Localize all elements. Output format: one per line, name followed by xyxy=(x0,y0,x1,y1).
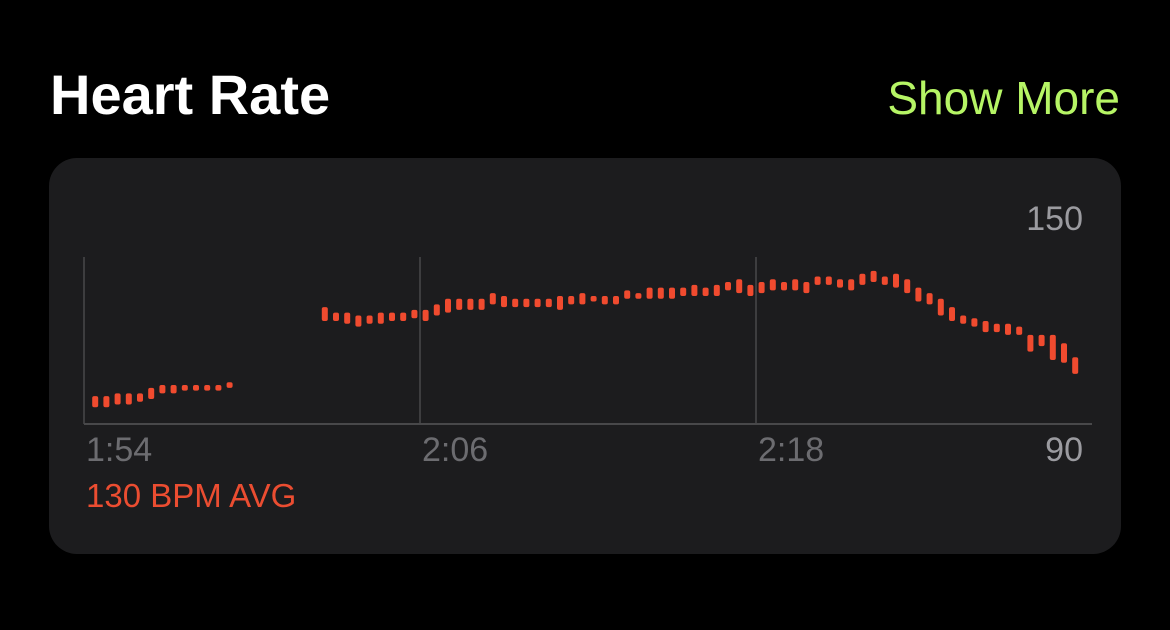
x-tick-label: 2:06 xyxy=(422,431,488,469)
heart-rate-range xyxy=(478,298,485,310)
heart-rate-range xyxy=(915,287,922,302)
heart-rate-range xyxy=(848,279,855,291)
heart-rate-range xyxy=(1005,323,1011,335)
heart-rate-range xyxy=(557,295,563,310)
heart-rate-range xyxy=(1027,334,1034,352)
heart-rate-range xyxy=(125,393,132,405)
heart-rate-range xyxy=(1061,343,1067,363)
heart-rate-range xyxy=(445,298,451,313)
heart-rate-range xyxy=(960,315,967,324)
heart-rate-range xyxy=(803,282,810,294)
heart-rate-range xyxy=(713,284,720,296)
heart-rate-range xyxy=(512,298,519,308)
chart-card xyxy=(49,158,1121,554)
heart-rate-range xyxy=(411,309,418,319)
section-title: Heart Rate xyxy=(50,63,330,126)
heart-rate-range xyxy=(624,290,631,299)
heart-rate-range xyxy=(859,273,866,285)
heart-rate-range xyxy=(467,298,474,310)
heart-rate-range xyxy=(1072,357,1079,374)
y-tick-label: 90 xyxy=(1045,431,1083,469)
heart-rate-range xyxy=(669,287,675,299)
heart-rate-range xyxy=(1049,334,1056,360)
heart-rate-range xyxy=(825,276,832,285)
average-label: 130 BPM AVG xyxy=(86,477,296,514)
heart-rate-range xyxy=(568,295,575,305)
heart-rate-range xyxy=(747,284,754,296)
heart-rate-range xyxy=(635,293,642,299)
heart-rate-range xyxy=(893,273,899,288)
heart-rate-range xyxy=(204,385,211,391)
heart-rate-range xyxy=(456,298,463,310)
heart-rate-range xyxy=(422,309,429,322)
heart-rate-range xyxy=(534,298,541,308)
heart-rate-range xyxy=(937,298,944,316)
heart-rate-range xyxy=(433,304,440,316)
heart-rate-range xyxy=(215,385,222,391)
heart-rate-range xyxy=(881,276,888,285)
heart-rate-range xyxy=(545,298,552,308)
heart-rate-range xyxy=(523,298,530,308)
x-tick-label: 2:18 xyxy=(758,431,824,469)
heart-rate-range xyxy=(725,282,731,291)
heart-rate-range xyxy=(971,318,978,327)
heart-rate-range xyxy=(366,315,373,324)
heart-rate-range xyxy=(926,293,933,305)
heart-rate-range xyxy=(601,295,608,305)
heart-rate-range xyxy=(579,293,586,305)
heart-rate-range xyxy=(758,282,765,294)
heart-rate-range xyxy=(159,385,166,394)
heart-rate-range xyxy=(781,282,787,291)
heart-rate-range xyxy=(137,393,143,402)
heart-rate-range xyxy=(355,315,362,327)
heart-rate-range xyxy=(103,396,110,408)
heart-rate-range xyxy=(333,312,339,322)
heart-rate-range xyxy=(646,287,653,299)
heart-rate-range xyxy=(814,276,821,285)
x-tick-label: 1:54 xyxy=(86,431,152,469)
heart-rate-range xyxy=(400,312,407,322)
heart-rate-range xyxy=(657,287,664,299)
heart-rate-range xyxy=(344,312,351,324)
heart-rate-range xyxy=(1038,334,1045,347)
heart-rate-range xyxy=(769,279,776,291)
heart-rate-range xyxy=(377,312,384,324)
heart-rate-range xyxy=(736,279,743,294)
heart-rate-range xyxy=(170,385,177,394)
heart-rate-range xyxy=(590,295,597,302)
heart-rate-range xyxy=(226,382,233,388)
heart-rate-range xyxy=(904,279,911,294)
heart-rate-range xyxy=(114,393,121,405)
heart-rate-range xyxy=(702,287,709,296)
heart-rate-range xyxy=(148,387,155,399)
heart-rate-range xyxy=(92,396,99,408)
heart-rate-range xyxy=(680,287,687,296)
heart-rate-range xyxy=(993,323,1000,333)
heart-rate-range xyxy=(870,270,877,283)
heart-rate-range xyxy=(389,312,395,322)
heart-rate-range xyxy=(321,307,328,322)
heart-rate-range xyxy=(982,321,989,333)
heart-rate-range xyxy=(193,385,199,391)
heart-rate-range xyxy=(691,284,698,296)
show-more-link[interactable]: Show More xyxy=(887,72,1120,124)
heart-rate-range xyxy=(792,279,799,291)
heart-rate-range xyxy=(501,295,507,308)
y-tick-label: 150 xyxy=(1026,200,1083,238)
heart-rate-range xyxy=(837,279,843,288)
heart-rate-range xyxy=(181,385,188,391)
heart-rate-range xyxy=(1016,326,1023,335)
heart-rate-range xyxy=(489,293,496,305)
heart-rate-range xyxy=(613,295,619,305)
heart-rate-range xyxy=(949,307,955,322)
